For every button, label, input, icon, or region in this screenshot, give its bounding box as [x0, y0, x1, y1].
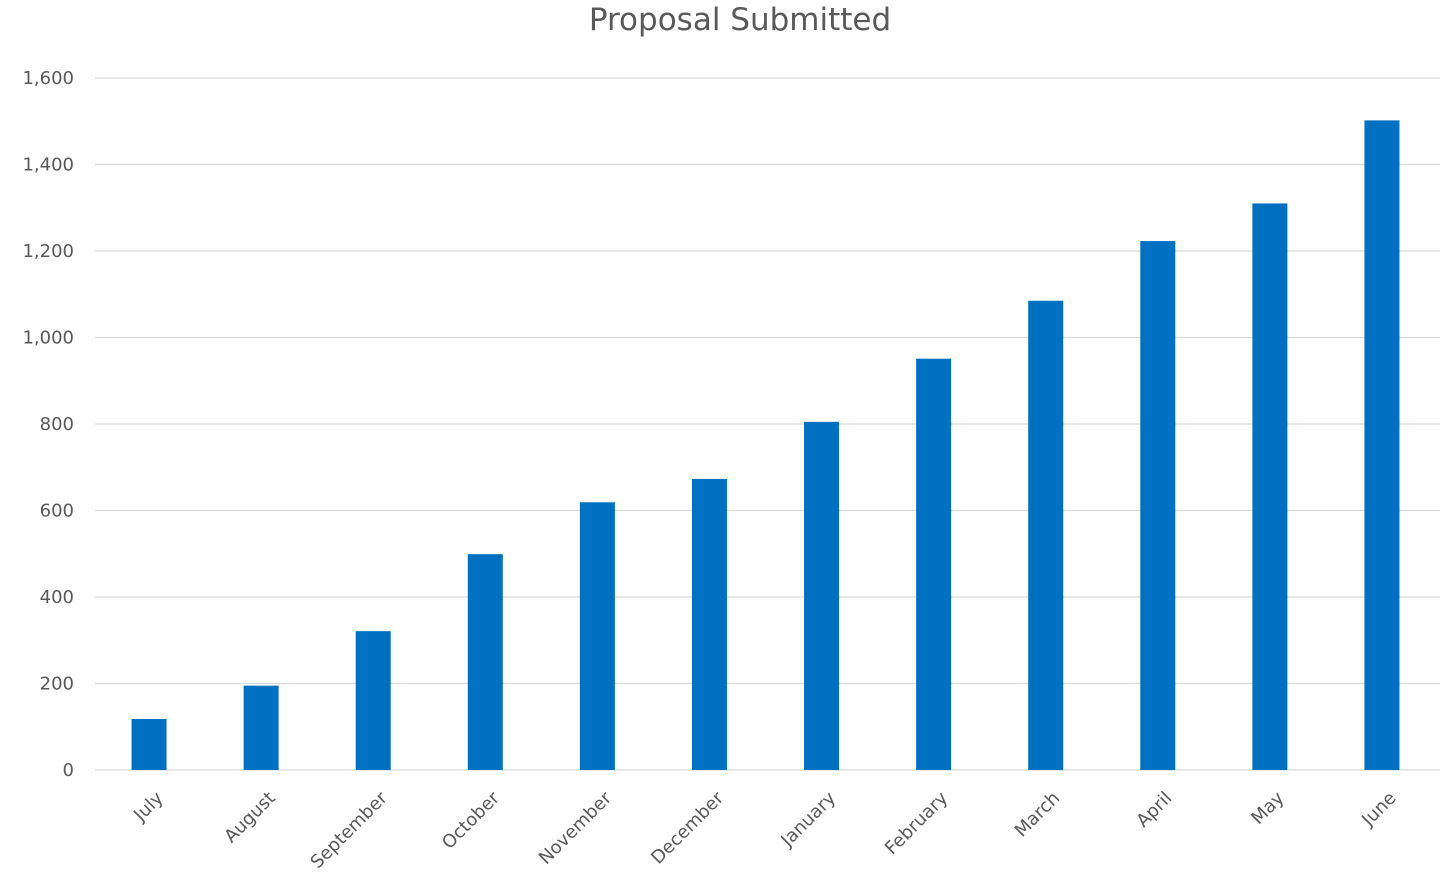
bar-january: [804, 421, 840, 770]
y-tick-label: 1,400: [22, 155, 74, 176]
x-tick-label: December: [647, 787, 728, 868]
x-tick-label: July: [129, 787, 168, 826]
y-tick-label: 200: [40, 674, 74, 695]
y-tick-label: 0: [63, 760, 74, 781]
bar-december: [691, 478, 727, 770]
y-axis-ticks: 0 200 400 600 800 1,000 1,200 1,400 1,600: [22, 68, 74, 781]
bar-november: [579, 502, 615, 770]
x-tick-label: November: [535, 787, 616, 868]
x-tick-label: May: [1247, 787, 1288, 828]
bar-august: [243, 685, 279, 770]
bar-october: [467, 554, 503, 770]
y-tick-label: 1,600: [22, 68, 74, 89]
x-tick-label: January: [776, 787, 840, 851]
x-tick-label: August: [220, 788, 279, 847]
y-tick-label: 1,000: [22, 328, 74, 349]
x-tick-label: March: [1011, 788, 1065, 842]
x-tick-label: October: [438, 787, 504, 853]
bar-july: [131, 718, 167, 770]
x-tick-label: April: [1132, 788, 1176, 832]
x-tick-label: June: [1357, 788, 1400, 831]
y-tick-label: 400: [40, 587, 74, 608]
bar-march: [1028, 300, 1064, 770]
chart-title: Proposal Submitted: [588, 2, 892, 38]
x-tick-label: February: [881, 787, 952, 858]
x-axis-ticks: July August September October November Decemb…: [129, 787, 1400, 873]
y-tick-label: 800: [40, 414, 74, 435]
y-tick-label: 600: [40, 501, 74, 522]
bar-september: [355, 631, 391, 770]
bar-may: [1252, 203, 1288, 771]
y-tick-label: 1,200: [22, 241, 74, 262]
bar-february: [916, 358, 952, 770]
x-tick-label: September: [307, 787, 393, 873]
bar-june: [1364, 120, 1400, 770]
bar-april: [1140, 241, 1176, 771]
gridlines: [95, 77, 1440, 771]
bars: [131, 120, 1400, 771]
